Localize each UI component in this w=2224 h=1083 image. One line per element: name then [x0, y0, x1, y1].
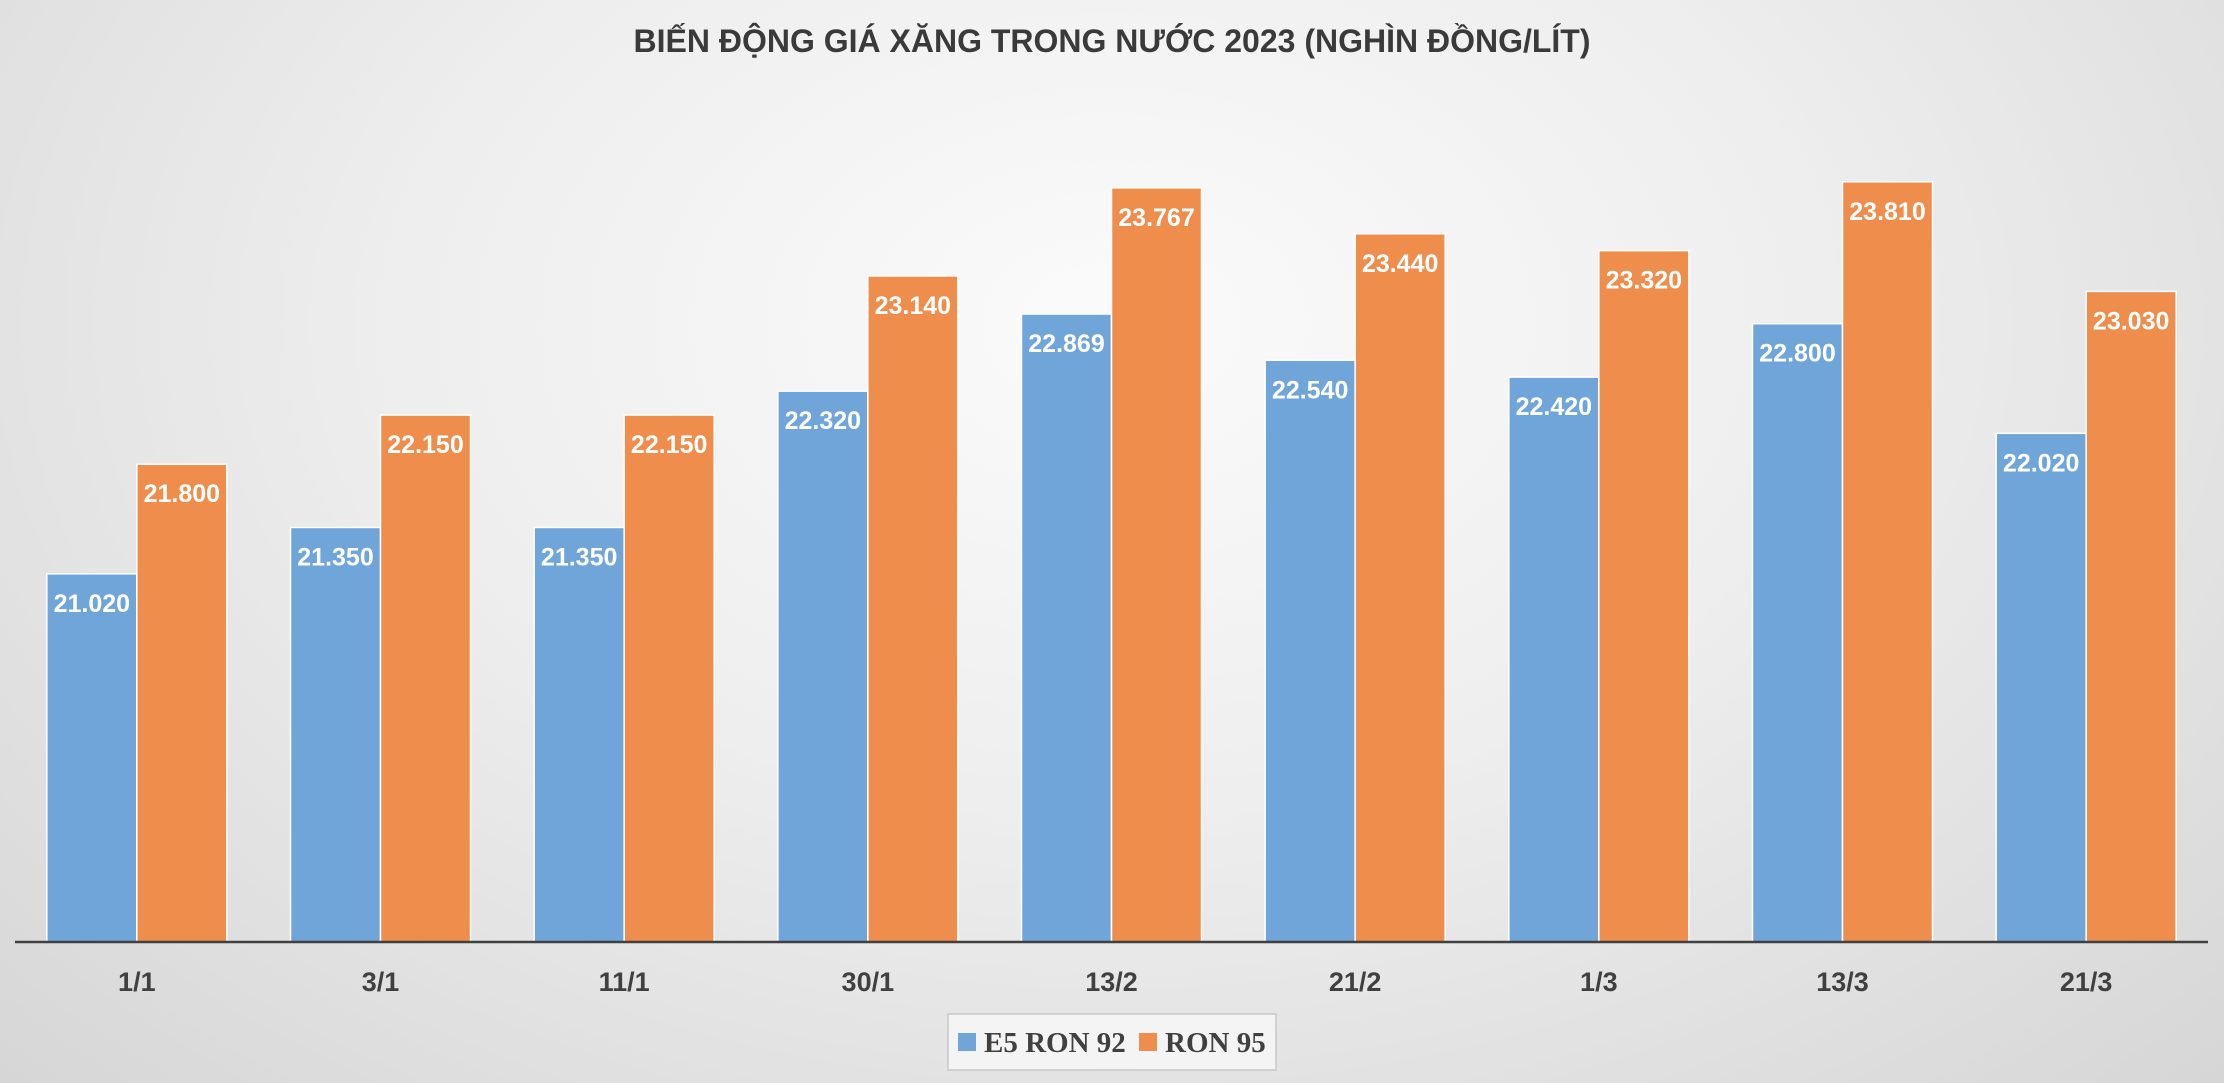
bar-ron95-5 — [1354, 233, 1446, 943]
x-tick-label-3: 30/1 — [842, 967, 895, 997]
data-label-ron95-3: 23.140 — [875, 292, 951, 320]
bar-e5-ron92-3 — [777, 390, 869, 943]
bar-ron95-2 — [623, 414, 715, 943]
bars-layer: 21.020 21.800 21.350 22.150 21.350 22.150 22.3… — [46, 181, 2177, 943]
legend-background — [947, 1013, 1277, 1071]
data-label-e5-ron92-4: 22.869 — [1028, 330, 1104, 358]
x-tick-label-6: 1/3 — [1580, 967, 1618, 997]
bar-ron95-8 — [2085, 290, 2177, 943]
bar-ron95-4 — [1110, 187, 1203, 943]
data-label-e5-ron92-5: 22.540 — [1272, 376, 1348, 404]
legend-label-ron95: RON 95 — [1165, 1027, 1266, 1059]
legend-swatch-ron95 — [1139, 1033, 1157, 1051]
data-label-ron95-6: 23.320 — [1606, 267, 1682, 295]
data-label-ron95-8: 23.030 — [2093, 307, 2169, 335]
legend-swatch-e5-ron92 — [958, 1033, 976, 1051]
data-label-e5-ron92-1: 21.350 — [297, 543, 373, 571]
chart-title: BIẾN ĐỘNG GIÁ XĂNG TRONG NƯỚC 2023 (NGHÌ… — [633, 23, 1590, 59]
bar-e5-ron92-2 — [533, 526, 625, 943]
x-tick-labels: 1/1 3/1 11/1 30/1 13/2 21/2 1/3 13/3 21/3 — [118, 967, 2112, 997]
x-tick-label-8: 21/3 — [2060, 967, 2113, 997]
legend: E5 RON 92 RON 95 — [947, 1013, 1277, 1071]
data-label-ron95-0: 21.800 — [144, 480, 220, 508]
data-label-ron95-4: 23.767 — [1118, 204, 1194, 232]
data-label-e5-ron92-8: 22.020 — [2003, 449, 2079, 477]
bar-ron95-1 — [379, 414, 472, 943]
data-label-e5-ron92-6: 22.420 — [1516, 393, 1592, 421]
data-label-e5-ron92-7: 22.800 — [1759, 340, 1835, 368]
x-tick-label-7: 13/3 — [1816, 967, 1869, 997]
data-label-ron95-2: 22.150 — [631, 431, 707, 459]
x-tick-label-1: 3/1 — [362, 967, 400, 997]
x-tick-label-2: 11/1 — [599, 967, 650, 997]
x-tick-label-5: 21/2 — [1329, 967, 1382, 997]
bar-ron95-3 — [867, 275, 959, 943]
bar-e5-ron92-8 — [1995, 432, 2087, 943]
bar-e5-ron92-1 — [289, 526, 382, 943]
x-tick-label-4: 13/2 — [1085, 967, 1138, 997]
bar-e5-ron92-7 — [1751, 322, 1844, 943]
data-label-ron95-1: 22.150 — [387, 431, 463, 459]
legend-label-e5-ron92: E5 RON 92 — [984, 1027, 1126, 1059]
x-tick-label-0: 1/1 — [118, 967, 156, 997]
bar-e5-ron92-4 — [1020, 313, 1113, 943]
bar-e5-ron92-5 — [1264, 359, 1356, 943]
data-label-e5-ron92-3: 22.320 — [785, 407, 861, 435]
data-label-ron95-5: 23.440 — [1362, 250, 1438, 278]
bar-ron95-6 — [1598, 249, 1690, 943]
data-label-e5-ron92-2: 21.350 — [541, 543, 617, 571]
bar-ron95-0 — [136, 463, 228, 943]
bar-ron95-7 — [1841, 181, 1934, 943]
data-label-e5-ron92-0: 21.020 — [54, 590, 130, 618]
bar-e5-ron92-6 — [1508, 376, 1600, 943]
bar-e5-ron92-0 — [46, 573, 138, 943]
data-label-ron95-7: 23.810 — [1849, 198, 1925, 226]
